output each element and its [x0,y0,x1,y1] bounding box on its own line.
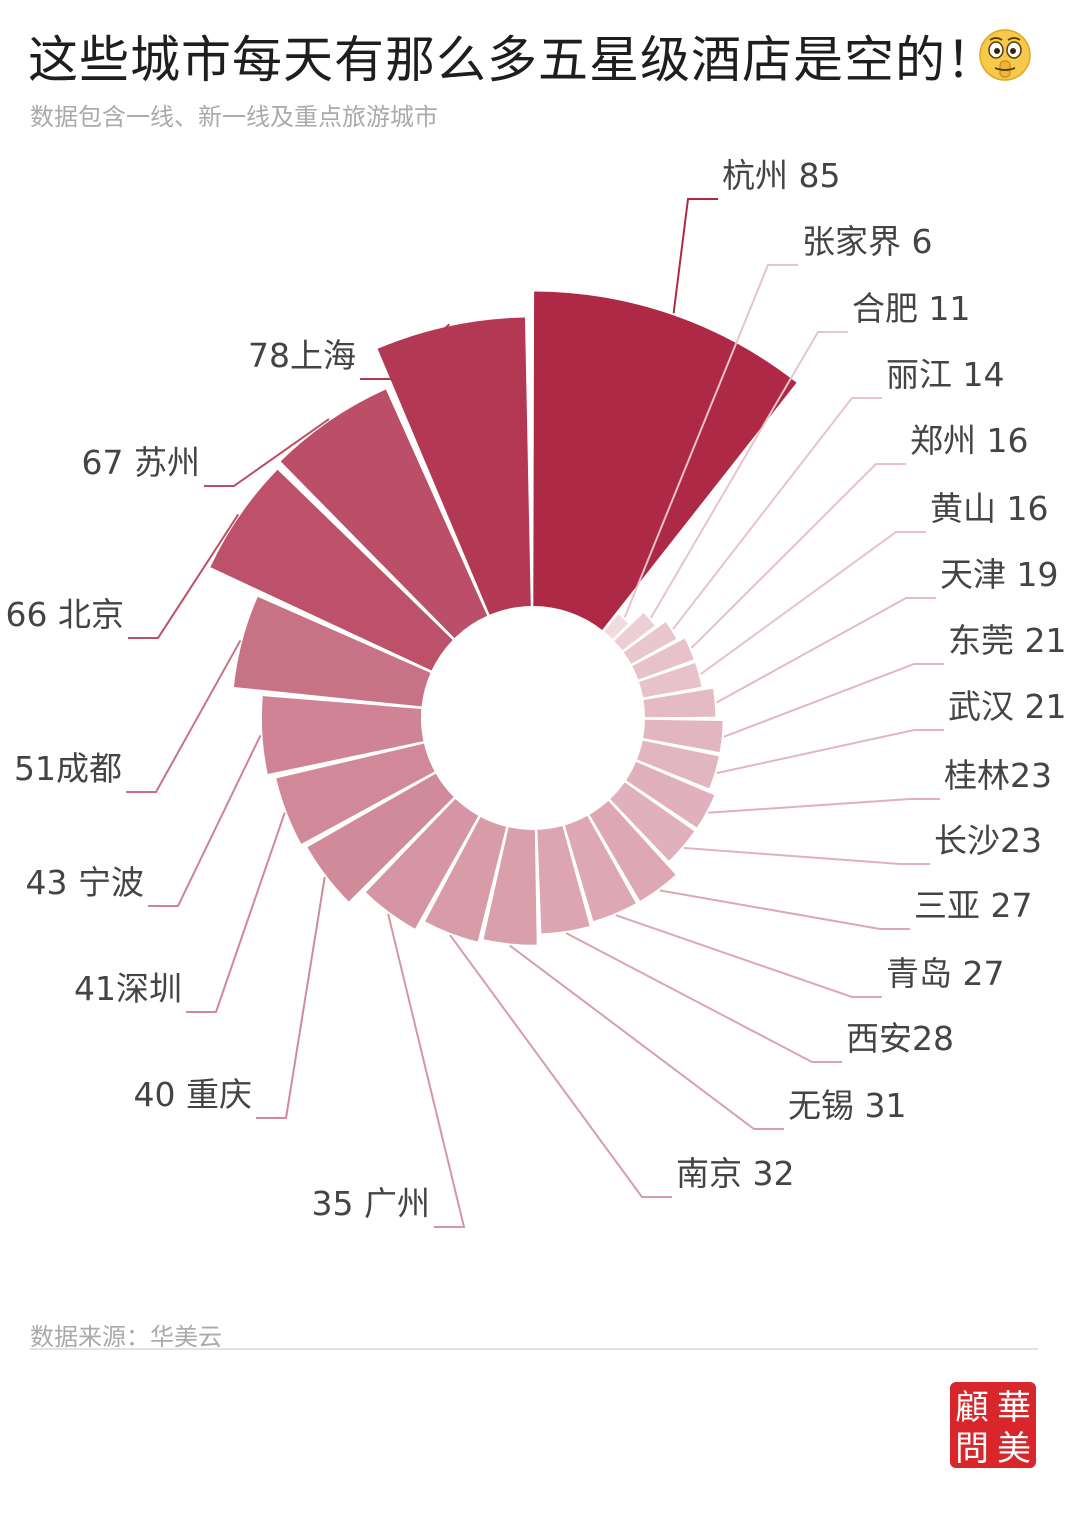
brand-seal-logo: 華 美 顧 問 [950,1382,1036,1469]
label-张家界: 张家界 6 [802,222,933,261]
chart-subtitle: 数据包含一线、新一线及重点旅游城市 [30,103,438,131]
chart-slices [210,291,797,945]
leader-line-黄山 [699,531,926,676]
slice-黄山 [639,662,702,698]
label-上海: 78上海 [248,336,356,375]
slice-合肥 [614,612,655,651]
slice-深圳 [276,743,435,844]
leader-line-天津 [716,597,936,704]
label-黄山: 黄山 16 [930,489,1048,528]
leader-line-武汉 [716,729,944,775]
label-桂林: 桂林23 [944,756,1052,795]
label-郑州: 郑州 16 [910,421,1028,460]
label-苏州: 67 苏州 [82,443,200,482]
leader-line-长沙 [683,846,930,865]
chart-leader-lines [126,198,944,1228]
chart-labels: 杭州 85 张家界 6 合肥 11 丽江 14 郑州 16 黄山 16 天津 19 东莞 21… [6,156,1067,1223]
label-深圳: 41深圳 [74,969,182,1008]
slice-青岛 [564,815,636,922]
slice-重庆 [307,773,454,902]
label-杭州: 杭州 85 [722,156,840,195]
leader-line-重庆 [256,876,326,1119]
label-合肥: 合肥 11 [852,289,970,328]
slice-成都 [233,596,431,707]
label-武汉: 武汉 21 [948,687,1066,726]
leader-line-东莞 [723,663,944,738]
slice-长沙 [610,782,695,861]
svg-text:美: 美 [997,1429,1031,1469]
slice-天津 [643,688,716,718]
label-无锡: 无锡 31 [788,1086,906,1125]
slice-西安 [537,826,590,934]
leader-line-张家界 [623,264,798,618]
slice-丽江 [623,621,677,664]
leader-line-成都 [126,639,242,793]
leader-line-广州 [387,913,466,1228]
slice-无锡 [483,827,537,945]
slice-杭州 [533,291,797,630]
label-三亚: 三亚 27 [914,886,1032,925]
label-西安: 西安28 [846,1019,954,1058]
slice-上海 [377,317,531,615]
rose-chart: 杭州 85 张家界 6 合肥 11 丽江 14 郑州 16 黄山 16 天津 19 东莞 21… [6,156,1067,1228]
leader-line-南京 [449,934,672,1198]
slice-郑州 [632,638,694,680]
slice-苏州 [280,389,488,639]
slice-广州 [365,798,479,929]
leader-line-宁波 [148,734,262,907]
leader-line-合肥 [650,331,848,619]
leader-line-深圳 [186,812,286,1013]
svg-text:華: 華 [997,1388,1031,1428]
leader-line-无锡 [509,944,784,1130]
leader-line-郑州 [690,463,906,649]
slice-三亚 [589,800,676,901]
slice-桂林 [626,761,715,828]
label-东莞: 东莞 21 [948,621,1066,660]
label-南京: 南京 32 [676,1154,794,1193]
slice-南京 [425,816,507,942]
slice-张家界 [604,614,629,640]
footer-divider [30,1348,1038,1350]
slice-北京 [210,469,453,671]
slice-武汉 [637,740,719,789]
data-source: 数据来源：华美云 [30,1323,222,1351]
leader-line-杭州 [672,198,718,314]
leader-line-西安 [565,932,842,1063]
label-北京: 66 北京 [6,595,124,634]
leader-line-上海 [360,323,451,380]
svg-text:顧: 顧 [955,1388,989,1428]
label-成都: 51成都 [14,749,122,788]
label-青岛: 青岛 27 [886,954,1004,993]
label-丽江: 丽江 14 [886,355,1004,394]
leader-line-桂林 [708,798,940,814]
leader-line-北京 [128,513,240,639]
leader-line-丽江 [672,397,882,630]
slice-宁波 [261,696,424,775]
label-长沙: 长沙23 [934,821,1042,860]
label-天津: 天津 19 [940,555,1058,594]
leader-line-三亚 [659,889,910,930]
label-广州: 35 广州 [312,1184,430,1223]
slice-东莞 [643,719,723,753]
chart-title: 这些城市每天有那么多五星级酒店是空的！ [28,31,997,89]
leader-line-青岛 [615,914,882,998]
svg-text:問: 問 [955,1429,989,1469]
label-宁波: 43 宁波 [26,863,144,902]
label-重庆: 40 重庆 [134,1075,252,1114]
leader-line-苏州 [204,418,330,487]
shushing-face-icon [979,29,1031,81]
